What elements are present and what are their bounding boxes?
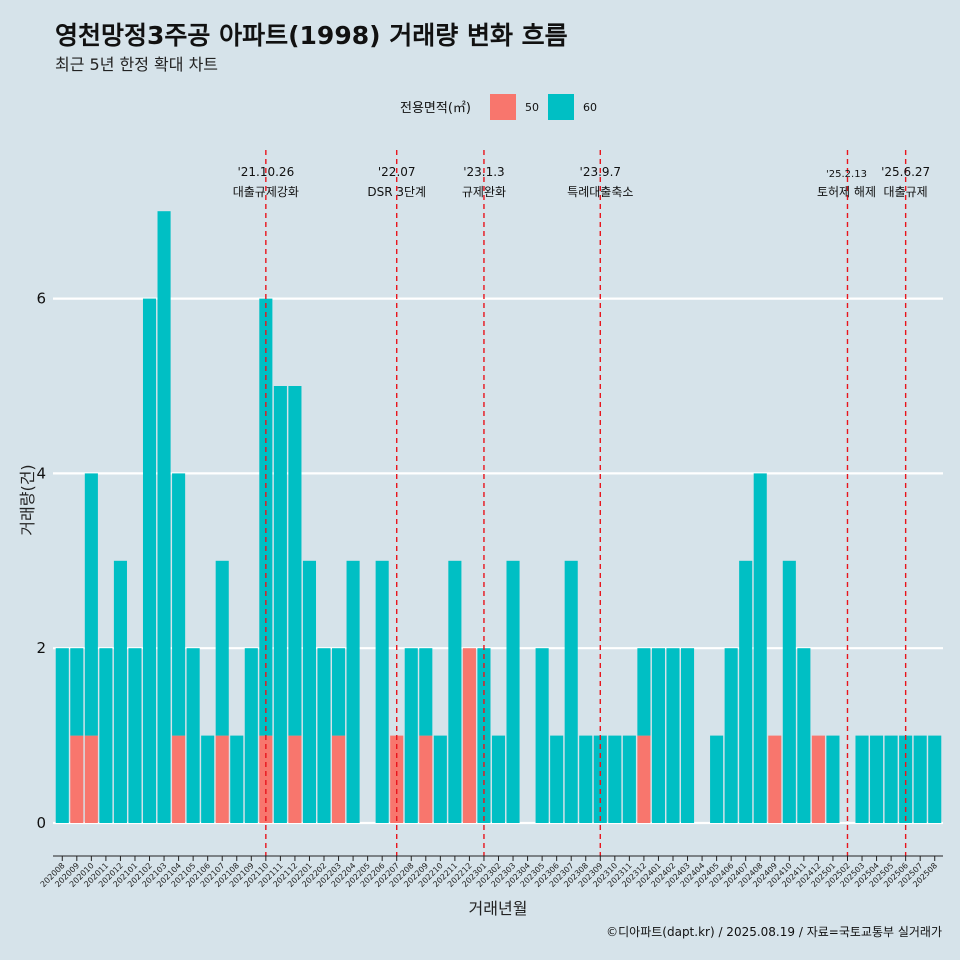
bar-50-202107	[215, 735, 229, 823]
bar-60-202504	[870, 735, 884, 823]
bar-60-202411	[797, 648, 811, 823]
bar-60-202204	[346, 560, 360, 823]
bar-60-202305	[535, 648, 549, 823]
bar-60-202306	[550, 735, 564, 823]
bar-60-202111	[273, 386, 287, 823]
bar-60-202107	[215, 560, 229, 736]
bar-60-202506	[899, 735, 913, 823]
bar-50-202209	[419, 735, 433, 823]
bar-60-202008	[55, 648, 69, 823]
bar-60-202110	[259, 298, 273, 736]
bars	[55, 211, 942, 824]
x-ticks: 2020082020092020102020112020122021012021…	[39, 856, 939, 889]
bar-60-202208	[404, 648, 418, 823]
bar-60-202011	[99, 648, 113, 823]
bar-60-202309	[593, 735, 607, 823]
event-label: 토허제 해제	[817, 185, 876, 199]
bar-60-202406	[724, 648, 738, 823]
bar-60-202505	[884, 735, 898, 823]
event-date: '25.6.27	[881, 165, 930, 179]
bar-50-202010	[84, 735, 98, 823]
event-label: DSR 3단계	[367, 185, 426, 199]
x-axis-label: 거래년월	[469, 899, 528, 918]
event-date: '23.1.3	[463, 165, 504, 179]
bar-60-202508	[928, 735, 942, 823]
event-label: 특례대출축소	[567, 185, 633, 199]
bar-60-202101	[128, 648, 142, 823]
bar-50-202203	[332, 735, 346, 823]
bar-60-202201	[302, 560, 317, 823]
bar-60-202403	[680, 648, 695, 823]
legend-title: 전용면적(㎡)	[400, 101, 471, 116]
bar-60-202503	[855, 735, 869, 823]
bar-60-202210	[433, 735, 447, 823]
event-date: '22.07	[378, 165, 416, 179]
bar-60-202106	[201, 735, 215, 823]
bar-60-202009	[70, 648, 84, 736]
y-axis-label: 거래량(건)	[18, 464, 37, 535]
bar-60-202103	[157, 211, 171, 823]
bar-60-202302	[491, 735, 506, 823]
bar-60-202104	[172, 473, 186, 736]
y-tick-label: 2	[36, 639, 46, 657]
event-date: '25.2.13	[826, 169, 867, 180]
event-date: '21.10.26	[237, 165, 294, 179]
bar-60-202102	[142, 298, 157, 824]
bar-60-202010	[84, 473, 98, 736]
bar-50-202207	[390, 735, 404, 823]
bar-50-202112	[288, 735, 302, 823]
legend-swatch-50	[490, 94, 516, 120]
bar-60-202311	[622, 735, 636, 823]
caption: ©디아파트(dapt.kr) / 2025.08.19 / 자료=국토교통부 실…	[606, 925, 942, 939]
bar-60-202202	[317, 648, 331, 823]
bar-60-202310	[608, 735, 622, 823]
bar-60-202410	[782, 560, 796, 823]
bar-60-202303	[506, 560, 520, 823]
bar-60-202109	[244, 648, 258, 823]
bar-50-202212	[462, 648, 476, 823]
bar-50-202312	[637, 735, 651, 823]
bar-60-202312	[637, 648, 651, 736]
chart-subtitle: 최근 5년 한정 확대 차트	[55, 55, 218, 74]
y-tick-label: 4	[36, 464, 46, 482]
bar-50-202009	[70, 735, 84, 823]
event-markers: '21.10.26 대출규제강화 '22.07 DSR 3단계 '23.1.3 규제완화 '…	[233, 150, 930, 856]
bar-60-202408	[753, 473, 767, 823]
event-date: '23.9.7	[580, 165, 621, 179]
bar-60-202402	[666, 648, 680, 823]
y-tick-label: 6	[36, 290, 46, 308]
bar-60-202206	[375, 560, 389, 823]
chart-title: 영천망정3주공 아파트(1998) 거래량 변화 흐름	[55, 21, 568, 50]
bar-60-202209	[419, 648, 433, 736]
bar-60-202203	[332, 648, 346, 736]
event-label: 대출규제	[884, 185, 928, 199]
legend-swatch-60	[548, 94, 574, 120]
bar-50-202104	[172, 735, 186, 823]
y-tick-label: 0	[36, 814, 46, 832]
bar-60-202307	[564, 560, 578, 823]
event-label: 규제완화	[462, 185, 506, 199]
bar-60-202407	[739, 560, 753, 823]
bar-60-202105	[186, 648, 200, 823]
legend-label-60: 60	[583, 101, 597, 114]
bar-60-202308	[579, 735, 593, 823]
bar-60-202108	[230, 735, 244, 823]
bar-60-202012	[113, 560, 127, 823]
bar-60-202401	[651, 648, 665, 823]
y-tick-labels: 0 2 4 6	[36, 290, 46, 832]
event-label: 대출규제강화	[233, 185, 299, 199]
legend: 전용면적(㎡) 50 60	[400, 94, 597, 120]
bar-60-202112	[288, 386, 302, 736]
bar-50-202409	[768, 735, 782, 823]
bar-60-202501	[826, 735, 840, 823]
bar-50-202412	[811, 735, 825, 823]
bar-60-202507	[913, 735, 927, 823]
bar-60-202211	[448, 560, 462, 823]
bar-50-202110	[259, 735, 273, 823]
bar-60-202405	[710, 735, 724, 823]
legend-label-50: 50	[525, 101, 539, 114]
